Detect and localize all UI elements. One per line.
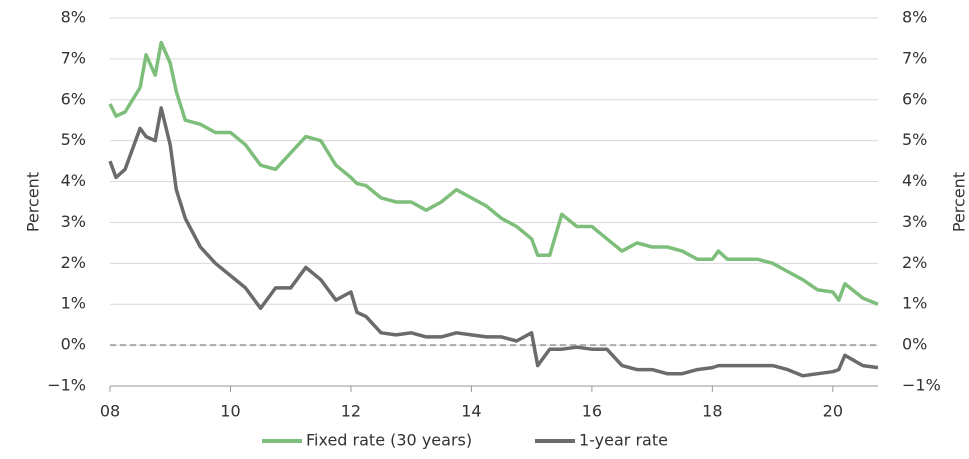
y2-tick-label: 3% [902, 212, 927, 231]
y-tick-label: 7% [61, 48, 86, 67]
y-tick-label: 0% [61, 335, 86, 354]
y-axis-label: Percent [24, 172, 43, 232]
y2-tick-label: 8% [902, 8, 927, 27]
y2-axis-label: Percent [950, 172, 969, 232]
legend-label: 1-year rate [579, 431, 668, 450]
x-tick-label: 14 [461, 402, 481, 421]
y-tick-label: 5% [61, 130, 86, 149]
y-tick-label: 4% [61, 171, 86, 190]
x-tick-label: 12 [341, 402, 361, 421]
y-tick-label: −1% [47, 376, 86, 395]
y-tick-label: 1% [61, 294, 86, 313]
y2-tick-label: 7% [902, 48, 927, 67]
y2-tick-label: 5% [902, 130, 927, 149]
y2-tick-label: 2% [902, 253, 927, 272]
y2-tick-label: 0% [902, 335, 927, 354]
y2-tick-label: 1% [902, 294, 927, 313]
line-series [108, 40, 879, 306]
y-tick-label: 2% [61, 253, 86, 272]
x-tick-label: 08 [100, 402, 120, 421]
y-tick-label: 6% [61, 89, 86, 108]
x-tick-label: 10 [220, 402, 240, 421]
legend-label: Fixed rate (30 years) [306, 431, 472, 450]
y2-tick-label: −1% [902, 376, 941, 395]
y2-tick-label: 4% [902, 171, 927, 190]
line-series [108, 106, 879, 378]
x-tick-label: 20 [823, 402, 843, 421]
y-tick-label: 8% [61, 8, 86, 27]
y2-tick-label: 6% [902, 89, 927, 108]
y-tick-label: 3% [61, 212, 86, 231]
x-tick-label: 18 [702, 402, 722, 421]
x-tick-label: 16 [582, 402, 602, 421]
